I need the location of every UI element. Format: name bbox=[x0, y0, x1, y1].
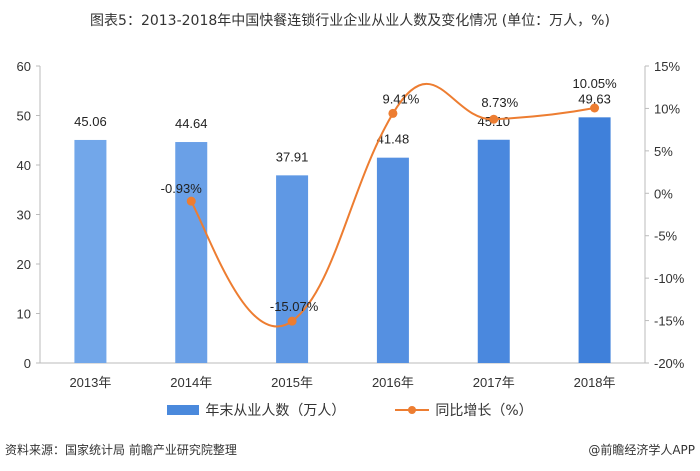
growth-value-label: 8.73% bbox=[481, 95, 518, 110]
left-tick-label: 40 bbox=[17, 158, 31, 173]
right-tick-label: -15% bbox=[654, 314, 685, 329]
growth-point bbox=[590, 103, 600, 113]
left-tick-label: 60 bbox=[17, 59, 31, 74]
growth-value-label: -15.07% bbox=[270, 299, 319, 314]
bar-value-label: 37.91 bbox=[276, 149, 309, 164]
bar-value-label: 49.63 bbox=[578, 91, 611, 106]
growth-point bbox=[388, 108, 398, 118]
x-tick-label: 2014年 bbox=[170, 375, 212, 390]
legend: 年末从业人数（万人） 同比增长（%） bbox=[0, 400, 700, 420]
bar bbox=[578, 117, 611, 363]
left-tick-label: 10 bbox=[17, 307, 31, 322]
x-tick-label: 2018年 bbox=[574, 375, 616, 390]
left-tick-label: 50 bbox=[17, 109, 31, 124]
combo-chart: 0 10 20 30 40 50 60 -20% -15% -10% -5% 0% 5% 10% 15% 45… bbox=[17, 59, 685, 390]
growth-point bbox=[489, 114, 499, 124]
legend-line-label: 同比增长（%） bbox=[435, 403, 533, 419]
bar bbox=[175, 142, 208, 363]
legend-line-swatch bbox=[395, 405, 430, 415]
x-tick-label: 2017年 bbox=[473, 375, 515, 390]
growth-point bbox=[287, 316, 297, 326]
x-tick-label: 2015年 bbox=[271, 375, 313, 390]
growth-line bbox=[190, 82, 595, 328]
right-tick-label: 5% bbox=[654, 144, 673, 159]
bar bbox=[376, 157, 409, 363]
bar-value-label: 44.64 bbox=[175, 116, 208, 131]
x-tick-label: 2013年 bbox=[69, 375, 111, 390]
bar bbox=[276, 175, 309, 363]
legend-item-line: 同比增长（%） bbox=[395, 400, 533, 420]
right-tick-label: 0% bbox=[654, 186, 673, 201]
left-tick-label: 20 bbox=[17, 257, 31, 272]
x-tick-label: 2016年 bbox=[372, 375, 414, 390]
brand-note: @前瞻经济学人APP bbox=[588, 443, 695, 457]
right-tick-label: -5% bbox=[654, 229, 678, 244]
bar bbox=[74, 139, 107, 363]
bar-value-label: 41.48 bbox=[377, 132, 410, 147]
legend-bar-label: 年末从业人数（万人） bbox=[205, 403, 346, 419]
growth-point bbox=[186, 196, 196, 206]
chart-title: 图表5：2013-2018年中国快餐连锁行业企业从业人数及变化情况 (单位：万人… bbox=[90, 13, 610, 29]
legend-bar-swatch bbox=[167, 405, 200, 415]
right-tick-label: -10% bbox=[654, 271, 685, 286]
growth-value-label: 9.41% bbox=[382, 91, 419, 106]
left-tick-label: 30 bbox=[17, 208, 31, 223]
source-note: 资料来源：国家统计局 前瞻产业研究院整理 bbox=[5, 443, 237, 457]
right-tick-label: 15% bbox=[654, 59, 680, 74]
bar bbox=[477, 139, 510, 363]
right-tick-label: -20% bbox=[654, 356, 685, 371]
right-tick-label: 10% bbox=[654, 101, 680, 116]
legend-item-bar: 年末从业人数（万人） bbox=[167, 400, 345, 420]
growth-value-label: -0.93% bbox=[161, 181, 203, 196]
bar-value-label: 45.06 bbox=[74, 114, 107, 129]
left-tick-label: 0 bbox=[24, 356, 31, 371]
growth-value-label: 10.05% bbox=[573, 76, 618, 91]
